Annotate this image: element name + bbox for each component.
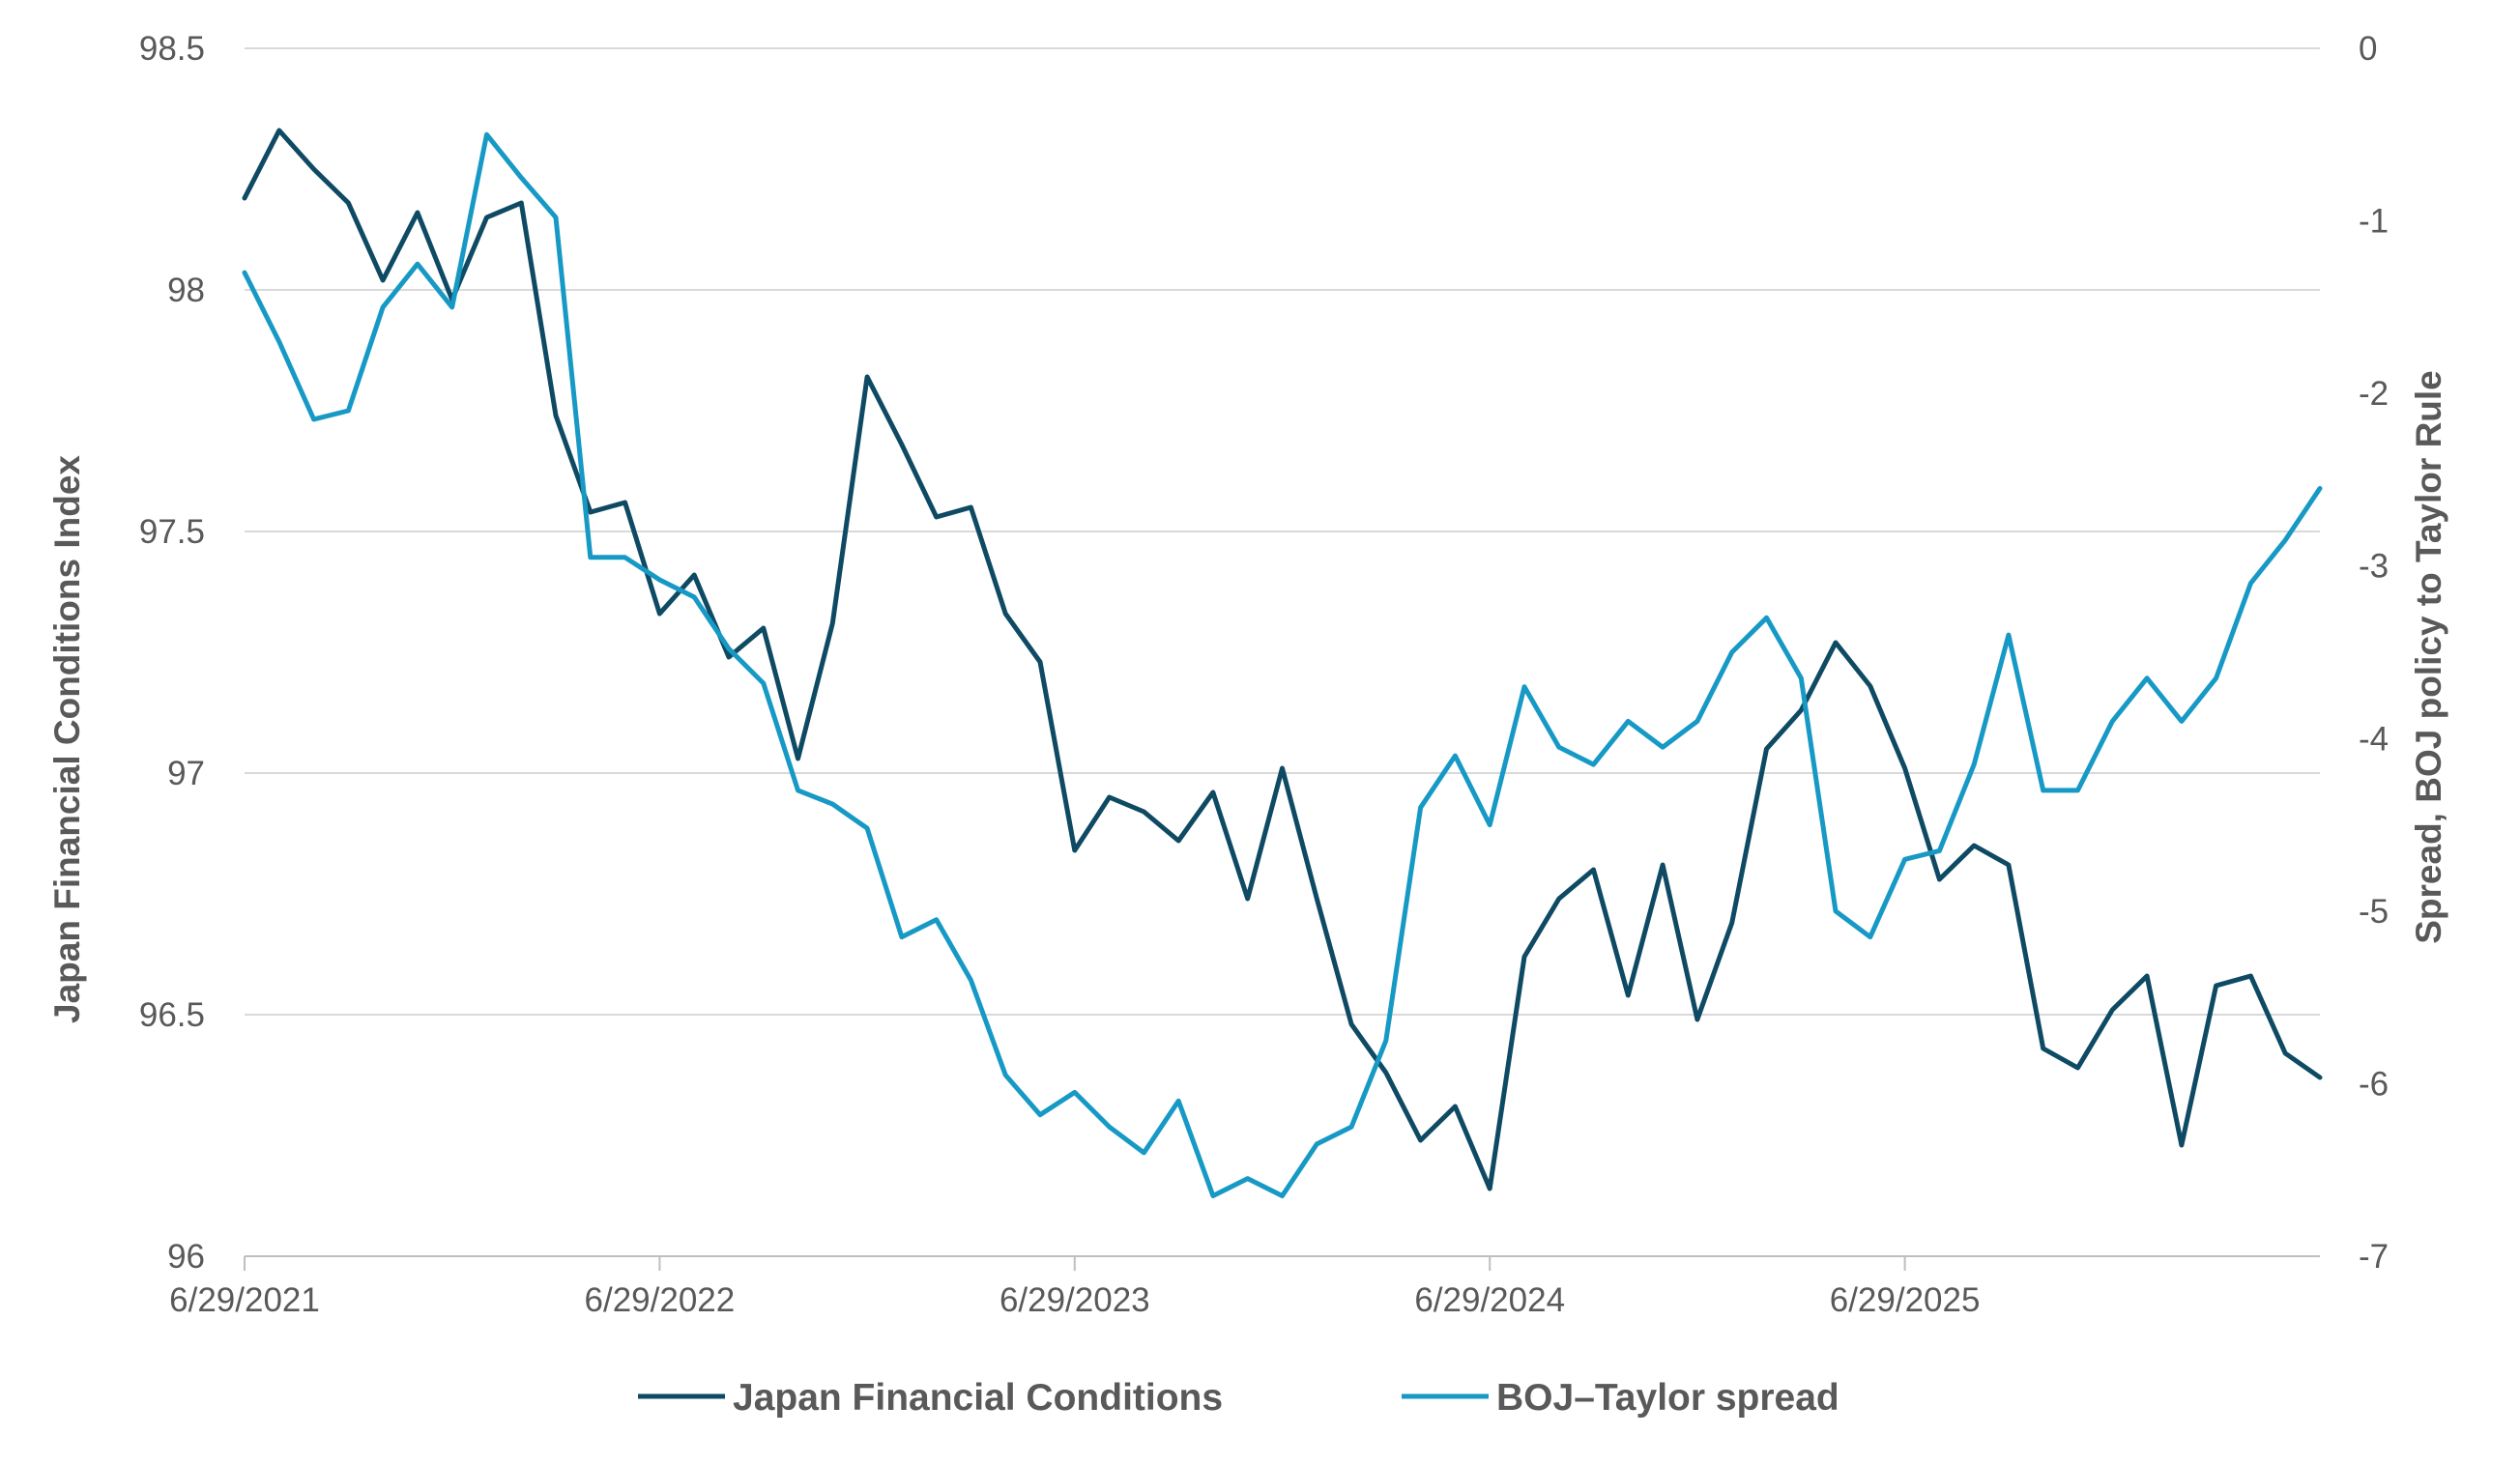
y-right-tick-label: 0	[2359, 30, 2377, 68]
y-right-tick-label: -7	[2359, 1238, 2389, 1276]
y-right-tick-label: -5	[2359, 893, 2389, 931]
y-right-tick-label: -2	[2359, 375, 2389, 413]
x-tick-label: 6/29/2023	[999, 1281, 1150, 1319]
series-line-boj-taylor-spread	[242, 131, 2323, 1198]
gridlines	[245, 47, 2320, 1016]
y-left-tick-label: 96	[167, 1238, 205, 1276]
y-left-tick-label: 98	[167, 272, 205, 309]
y-right-tick-label: -4	[2359, 720, 2389, 758]
y-axis-right: -7 -6 -5 -4 -3 -2 -1 0	[2359, 30, 2389, 1276]
x-tick-label: 6/29/2022	[585, 1281, 736, 1319]
series-lines	[242, 128, 2323, 1198]
y-axis-left: 96 96.5 97 97.5 98 98.5	[139, 30, 205, 1276]
y-right-tick-label: -1	[2359, 203, 2389, 241]
y-left-tick-label: 97	[167, 755, 205, 792]
series-line-japan-financial-conditions	[242, 128, 2323, 1191]
x-tick-label: 6/29/2025	[1830, 1281, 1981, 1319]
y-axis-right-title: Spread, BOJ policy to Taylor Rule	[2409, 370, 2448, 944]
x-tick-label: 6/29/2021	[169, 1281, 320, 1319]
x-tick-label: 6/29/2024	[1414, 1281, 1565, 1319]
y-left-tick-label: 98.5	[139, 30, 205, 68]
y-left-tick-label: 96.5	[139, 996, 205, 1034]
legend-label-japan-financial-conditions: Japan Financial Conditions	[733, 1377, 1223, 1419]
legend-item-boj-taylor-spread: BOJ–Taylor spread	[1402, 1377, 1839, 1419]
legend-label-boj-taylor-spread: BOJ–Taylor spread	[1496, 1377, 1839, 1419]
legend: Japan Financial Conditions BOJ–Taylor sp…	[638, 1377, 1839, 1419]
y-left-tick-label: 97.5	[139, 513, 205, 551]
y-right-tick-label: -3	[2359, 548, 2389, 586]
x-axis: 6/29/2021 6/29/2022 6/29/2023 6/29/2024 6/29…	[169, 1255, 2320, 1319]
y-right-tick-label: -6	[2359, 1065, 2389, 1103]
legend-item-japan-financial-conditions: Japan Financial Conditions	[638, 1377, 1223, 1419]
y-axis-left-title: Japan Financial Conditions Index	[47, 455, 87, 1023]
